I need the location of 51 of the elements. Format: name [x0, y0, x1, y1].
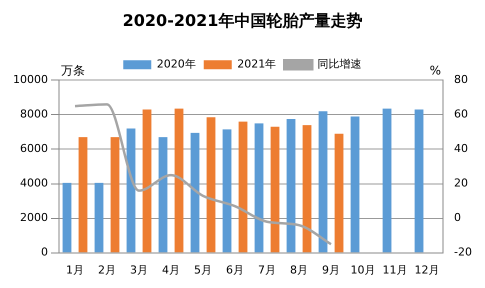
x-tick-label: 5月 — [194, 263, 212, 276]
y2-tick-label: 0 — [454, 211, 462, 224]
y2-tick-label: 80 — [454, 73, 468, 86]
bar — [222, 129, 232, 252]
legend-label: 同比增速 — [318, 58, 362, 71]
x-tick-label: 1月 — [66, 263, 84, 276]
bar — [270, 126, 280, 252]
bar — [254, 123, 264, 252]
y2-tick-label: 40 — [454, 142, 468, 156]
bar — [238, 122, 248, 252]
y-tick-label: 10000 — [12, 73, 48, 86]
x-tick-label: 10月 — [350, 263, 376, 276]
x-tick-label: 6月 — [226, 263, 244, 276]
y-tick-label: 0 — [40, 246, 48, 259]
bar — [110, 137, 120, 252]
y2-tick-label: 20 — [454, 176, 468, 190]
bar — [174, 108, 184, 252]
bar — [62, 182, 72, 252]
bar — [126, 128, 136, 252]
bar — [382, 108, 392, 252]
x-tick-label: 2月 — [98, 263, 116, 276]
bar — [286, 119, 296, 252]
bar — [78, 137, 88, 252]
bar — [206, 117, 216, 252]
y-tick-label: 6000 — [20, 142, 48, 156]
bar — [190, 132, 200, 252]
x-tick-label: 11月 — [382, 263, 408, 276]
x-tick-label: 4月 — [162, 263, 180, 276]
y-tick-label: 4000 — [20, 176, 48, 190]
x-tick-label: 12月 — [414, 263, 440, 276]
x-tick-label: 7月 — [258, 263, 276, 276]
bar — [94, 182, 104, 252]
x-tick-label: 3月 — [130, 263, 148, 276]
y-tick-label: 2000 — [20, 211, 48, 224]
y-tick-label: 8000 — [20, 108, 48, 121]
legend-label: 2021年 — [237, 58, 276, 71]
legend-label: 2020年 — [156, 58, 196, 71]
bar — [158, 137, 168, 252]
y2-axis-title: % — [430, 63, 442, 78]
bar — [302, 125, 312, 252]
y2-tick-label: 60 — [454, 108, 468, 121]
y2-tick-label: -20 — [454, 246, 472, 259]
bar — [142, 110, 152, 252]
bar — [334, 134, 344, 252]
bar — [414, 110, 424, 252]
y-axis-title: 万条 — [60, 63, 85, 78]
chart-title: 2020-2021年中国轮胎产量走势 — [122, 10, 362, 30]
x-tick-label: 9月 — [322, 263, 340, 276]
x-tick-label: 8月 — [290, 263, 308, 276]
bar — [318, 111, 328, 252]
bar — [350, 116, 360, 252]
